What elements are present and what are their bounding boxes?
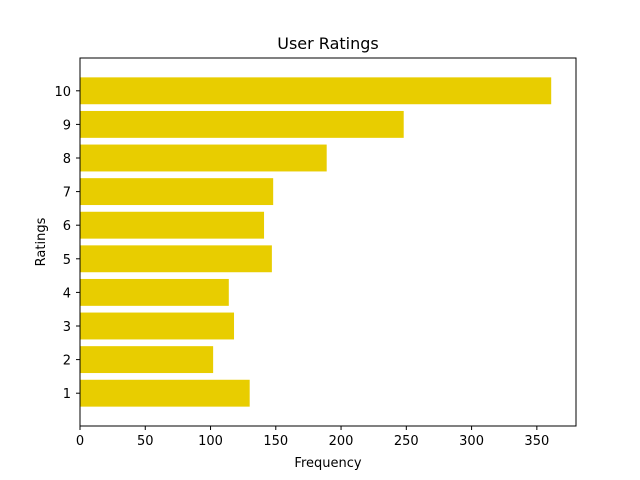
plot-frame xyxy=(79,57,577,427)
x-tick-label: 100 xyxy=(198,434,223,449)
y-tick-label: 4 xyxy=(63,286,71,301)
x-tick-label: 50 xyxy=(137,434,154,449)
bars-group xyxy=(80,77,552,407)
x-axis-label: Frequency xyxy=(294,456,361,471)
x-tick-label: 300 xyxy=(459,434,484,449)
x-tick-label: 250 xyxy=(394,434,419,449)
x-tick-label: 350 xyxy=(524,434,549,449)
y-tick-label: 10 xyxy=(54,85,71,100)
bar-rating-1 xyxy=(80,379,250,407)
chart-title: User Ratings xyxy=(277,34,378,53)
y-tick-label: 6 xyxy=(63,219,71,234)
bar-rating-5 xyxy=(80,245,272,273)
x-tick-label: 150 xyxy=(263,434,288,449)
y-tick-label: 9 xyxy=(63,118,71,133)
y-axis-ticks: 1 2 3 4 5 6 7 8 9 10 xyxy=(54,85,80,402)
y-tick-label: 1 xyxy=(63,387,71,402)
bar-rating-2 xyxy=(80,346,214,374)
y-tick-label: 2 xyxy=(63,354,71,369)
y-tick-label: 3 xyxy=(63,320,71,335)
bar-rating-4 xyxy=(80,278,229,306)
y-tick-label: 7 xyxy=(63,186,71,201)
bar-rating-10 xyxy=(80,77,552,105)
bar-rating-3 xyxy=(80,312,235,340)
x-axis-ticks: 0 50 100 150 200 250 300 350 xyxy=(76,426,549,449)
y-tick-label: 8 xyxy=(63,152,71,167)
bar-rating-7 xyxy=(80,178,274,206)
y-axis-label: Ratings xyxy=(34,217,49,266)
bar-rating-8 xyxy=(80,144,327,172)
bar-rating-6 xyxy=(80,211,265,239)
x-tick-label: 0 xyxy=(76,434,84,449)
y-tick-label: 5 xyxy=(63,253,71,268)
x-tick-label: 200 xyxy=(329,434,354,449)
bar-rating-9 xyxy=(80,110,404,138)
